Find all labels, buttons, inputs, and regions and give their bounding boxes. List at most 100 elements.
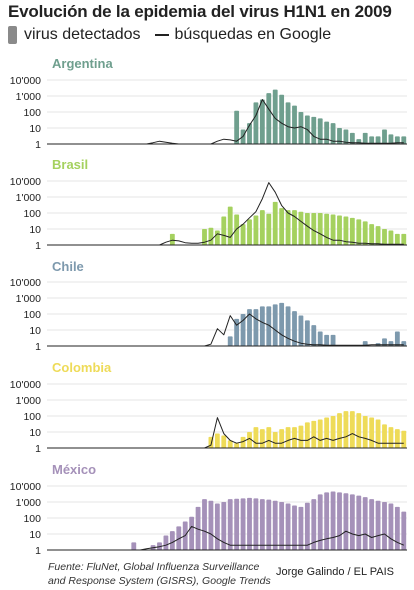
y-tick-label-chile-2: 100 — [23, 309, 41, 321]
bar-colombia-43 — [324, 417, 330, 448]
bar-mexico-36 — [279, 502, 285, 550]
legend: virus detectados búsquedas en Google — [8, 25, 331, 45]
legend-line-label: búsquedas en Google — [174, 26, 332, 43]
bar-chile-53 — [388, 341, 394, 346]
bar-argentina-37 — [285, 102, 291, 144]
bar-colombia-47 — [349, 411, 355, 448]
y-tick-label-chile-4: 10'000 — [10, 277, 41, 289]
bar-argentina-45 — [337, 128, 342, 144]
bar-brasil-51 — [375, 226, 381, 245]
legend-bars-label: virus detectados — [24, 26, 141, 43]
bar-brasil-36 — [279, 208, 285, 245]
bar-argentina-39 — [298, 112, 304, 144]
bar-argentina-49 — [362, 132, 368, 144]
bar-colombia-28 — [227, 440, 233, 448]
bar-colombia-26 — [214, 433, 220, 448]
bar-chile-43 — [324, 334, 330, 346]
y-tick-label-brasil-0: 1 — [35, 240, 41, 252]
y-tick-label-argentina-0: 1 — [35, 139, 41, 151]
bar-brasil-32 — [253, 215, 259, 245]
y-tick-label-mexico-3: 1'000 — [16, 497, 42, 509]
search-line-chile — [50, 313, 404, 347]
bar-chile-55 — [401, 341, 407, 346]
bar-colombia-37 — [285, 427, 291, 448]
y-tick-label-argentina-1: 10 — [29, 123, 41, 135]
bar-chile-37 — [285, 306, 291, 346]
bar-brasil-50 — [369, 224, 375, 245]
bar-chile-33 — [259, 306, 265, 346]
bar-chile-41 — [311, 325, 317, 346]
bar-mexico-55 — [401, 511, 407, 550]
bar-mexico-23 — [195, 506, 201, 550]
bar-brasil-31 — [247, 219, 252, 245]
bar-brasil-46 — [343, 216, 349, 245]
bar-colombia-29 — [234, 443, 240, 448]
bar-mexico-37 — [285, 503, 291, 550]
page-title: Evolución de la epidemia del virus H1N1 … — [8, 2, 392, 21]
y-tick-label-brasil-1: 10 — [29, 224, 41, 236]
bar-colombia-50 — [369, 417, 375, 448]
bar-chile-42 — [317, 331, 323, 346]
bar-brasil-53 — [388, 230, 394, 245]
bar-brasil-47 — [349, 217, 355, 245]
bar-argentina-46 — [343, 129, 349, 144]
bar-brasil-42 — [317, 213, 323, 245]
bar-mexico-48 — [356, 495, 362, 550]
bar-brasil-41 — [311, 213, 317, 245]
bar-argentina-31 — [247, 123, 252, 144]
bar-mexico-53 — [388, 503, 394, 550]
y-tick-label-chile-1: 10 — [29, 325, 41, 337]
bar-colombia-54 — [394, 429, 400, 448]
bar-brasil-44 — [330, 214, 336, 245]
bar-brasil-39 — [298, 211, 304, 245]
bar-colombia-51 — [375, 419, 381, 448]
bar-mexico-13 — [131, 542, 137, 550]
bar-brasil-45 — [337, 215, 342, 245]
bar-argentina-41 — [311, 116, 317, 144]
bar-brasil-54 — [394, 233, 400, 245]
y-tick-label-brasil-3: 1'000 — [16, 192, 42, 204]
bar-chile-39 — [298, 315, 304, 346]
bar-mexico-25 — [208, 500, 214, 550]
bar-mexico-22 — [189, 516, 195, 550]
bar-mexico-50 — [369, 499, 375, 550]
search-line-argentina — [50, 99, 404, 145]
bar-colombia-53 — [388, 427, 394, 448]
bar-colombia-45 — [337, 413, 342, 448]
bar-chile-52 — [382, 338, 387, 346]
panel-title-mexico: México — [52, 462, 96, 477]
bar-mexico-17 — [157, 542, 162, 550]
bar-mexico-35 — [272, 500, 278, 550]
bar-mexico-32 — [253, 498, 259, 550]
bar-chile-44 — [330, 334, 336, 346]
bar-colombia-35 — [272, 432, 278, 448]
bar-chile-28 — [227, 336, 233, 346]
bar-brasil-27 — [221, 216, 227, 245]
y-tick-label-colombia-1: 10 — [29, 427, 41, 439]
bar-colombia-52 — [382, 424, 387, 448]
bar-argentina-29 — [234, 110, 240, 144]
bar-brasil-52 — [382, 229, 387, 245]
panel-title-colombia: Colombia — [52, 360, 112, 375]
y-tick-label-brasil-4: 10'000 — [10, 176, 41, 188]
bar-brasil-29 — [234, 214, 240, 245]
bar-mexico-40 — [304, 502, 310, 550]
bar-chile-29 — [234, 318, 240, 346]
y-tick-label-mexico-1: 10 — [29, 529, 41, 541]
bar-mexico-26 — [214, 503, 220, 550]
bar-colombia-30 — [240, 436, 246, 448]
source-line-2: and Response System (GISRS), Google Tren… — [48, 575, 271, 587]
search-line-mexico — [50, 525, 405, 551]
bar-mexico-30 — [240, 498, 246, 550]
bar-chile-34 — [266, 306, 272, 346]
bar-brasil-34 — [266, 213, 272, 245]
bar-colombia-41 — [311, 420, 317, 448]
source-note: Fuente: FluNet, Global Influenza Surveil… — [48, 560, 271, 588]
y-tick-label-colombia-2: 100 — [23, 411, 41, 423]
bar-colombia-55 — [401, 430, 407, 448]
bar-mexico-19 — [169, 531, 175, 550]
bar-chile-38 — [292, 311, 297, 346]
bar-brasil-37 — [285, 210, 291, 245]
bar-colombia-36 — [279, 429, 285, 448]
bar-chile-30 — [240, 314, 246, 346]
